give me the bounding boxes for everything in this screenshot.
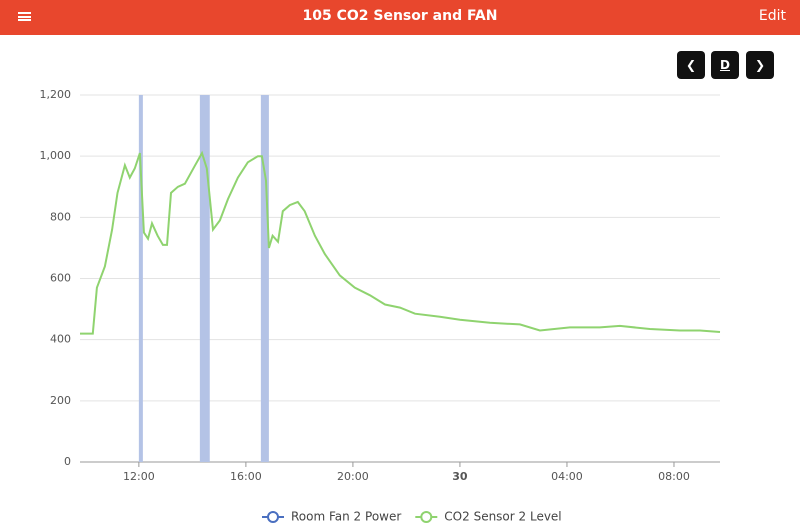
x-tick-label: 08:00 [658, 470, 690, 483]
x-tick-label: 04:00 [551, 470, 583, 483]
edit-button[interactable]: Edit [758, 8, 786, 24]
fan-on-band [199, 95, 210, 462]
fan-on-band [260, 95, 269, 462]
y-tick-label: 600 [50, 272, 71, 285]
y-tick-label: 1,000 [40, 149, 72, 162]
legend-item: CO2 Sensor 2 Level [415, 510, 562, 524]
y-tick-label: 0 [64, 455, 71, 468]
y-tick-label: 200 [50, 394, 71, 407]
legend-label: Room Fan 2 Power [291, 510, 401, 524]
x-tick-label: 16:00 [230, 470, 262, 483]
next-button[interactable]: ❯ [746, 51, 774, 79]
x-tick-label: 12:00 [123, 470, 155, 483]
menu-button[interactable] [18, 12, 31, 21]
legend-marker [267, 511, 279, 523]
x-tick-label: 30 [452, 470, 468, 483]
prev-button[interactable]: ❮ [677, 51, 705, 79]
y-tick-label: 400 [50, 333, 71, 346]
legend-label: CO2 Sensor 2 Level [444, 510, 561, 524]
page-title: 105 CO2 Sensor and FAN [302, 8, 498, 24]
app-bar: 105 CO2 Sensor and FAN Edit [0, 0, 800, 35]
legend-marker [420, 511, 433, 523]
fan-on-band [138, 95, 143, 462]
period-button[interactable]: D [711, 51, 739, 79]
legend-item: Room Fan 2 Power [262, 510, 401, 524]
co2-line [80, 150, 721, 335]
y-tick-label: 1,200 [40, 88, 72, 101]
y-tick-label: 800 [50, 210, 71, 223]
x-tick-label: 20:00 [337, 470, 369, 483]
